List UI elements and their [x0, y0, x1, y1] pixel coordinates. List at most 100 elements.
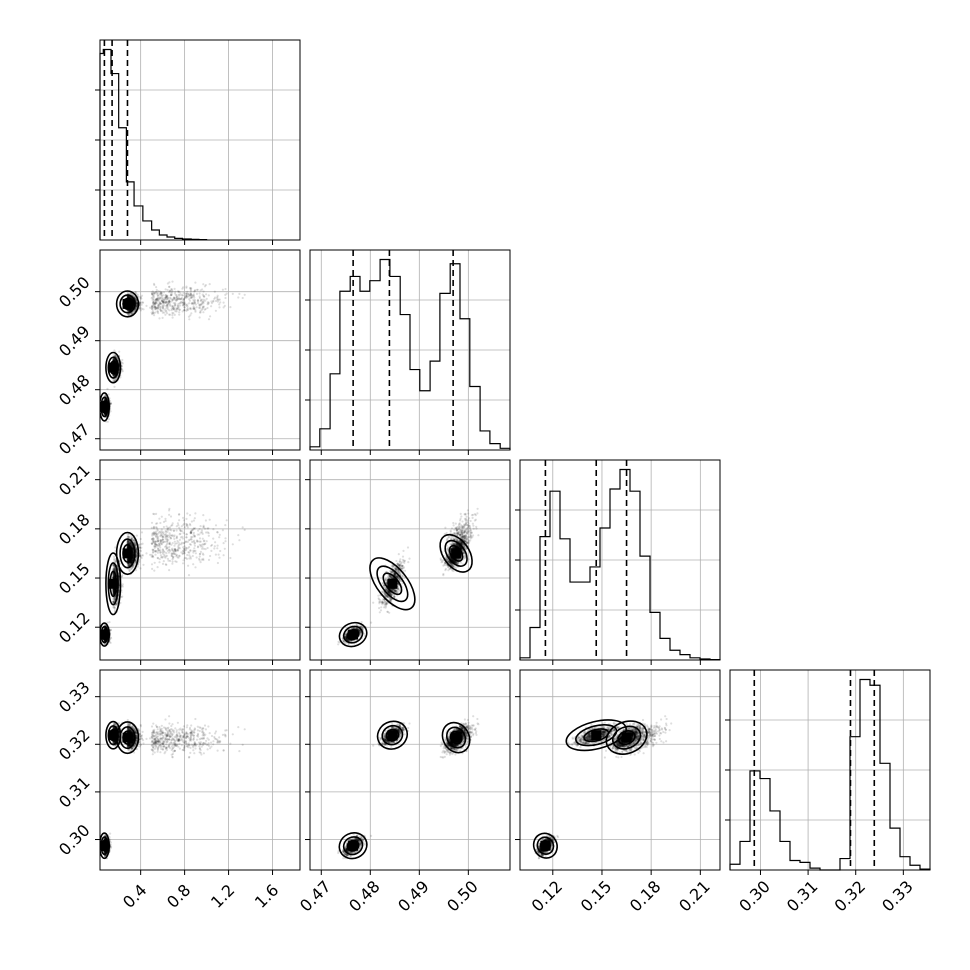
sample-point [156, 294, 159, 297]
sample-point [202, 525, 205, 529]
sample-point [160, 543, 163, 546]
sample-point [160, 295, 163, 298]
sample-point [194, 309, 197, 312]
sample-point [201, 301, 204, 304]
sample-point [158, 549, 161, 552]
sample-point [153, 291, 156, 294]
sample-point [153, 314, 156, 317]
sample-point [177, 290, 180, 293]
sample-point [129, 561, 132, 564]
sample-point [198, 303, 201, 306]
sample-point [171, 558, 174, 561]
sample-point [133, 539, 136, 542]
sample-point [187, 294, 190, 297]
sample-point [112, 358, 115, 362]
sample-point [175, 294, 178, 297]
sample-point [168, 296, 172, 299]
sample-point [157, 290, 160, 293]
sample-point [140, 301, 143, 304]
sample-point [138, 301, 142, 305]
sample-point [150, 563, 154, 566]
sample-point [128, 541, 131, 544]
sample-point [185, 292, 188, 295]
sample-point [177, 297, 180, 300]
sample-point [113, 374, 116, 377]
sample-point [177, 307, 180, 310]
sample-point [209, 315, 212, 318]
sample-point [162, 298, 165, 301]
sample-point [224, 296, 227, 300]
sample-point [170, 309, 173, 312]
sample-point [112, 588, 115, 591]
sample-point [197, 302, 200, 305]
sample-point [168, 536, 171, 539]
sample-point [189, 289, 193, 292]
sample-point [188, 298, 191, 301]
sample-point [199, 309, 202, 312]
sample-point [112, 588, 116, 592]
sample-point [161, 300, 165, 304]
sample-point [187, 292, 190, 296]
sample-point [201, 300, 204, 303]
sample-point [157, 532, 160, 535]
sample-point [165, 294, 168, 297]
sample-point [178, 290, 181, 293]
sample-point [119, 376, 122, 379]
sample-point [156, 307, 159, 310]
sample-point [128, 292, 132, 295]
sample-point [202, 543, 205, 546]
sample-point [126, 295, 129, 298]
sample-point [141, 542, 144, 545]
sample-point [121, 358, 124, 362]
sample-point [178, 528, 182, 531]
sample-point [193, 542, 196, 545]
sample-point [218, 303, 221, 306]
sample-point [171, 311, 174, 315]
sample-point [198, 311, 202, 314]
sample-point [159, 291, 162, 295]
sample-point [158, 303, 161, 306]
sample-point [186, 303, 189, 306]
sample-point [152, 301, 155, 304]
sample-point [155, 298, 158, 301]
sample-point [108, 621, 111, 624]
panel-frame [309, 249, 511, 451]
sample-point [161, 316, 164, 319]
sample-point [193, 300, 196, 303]
sample-point [169, 297, 173, 300]
sample-point [206, 303, 209, 306]
sample-point [168, 300, 171, 303]
sample-point [152, 539, 155, 542]
sample-point [178, 308, 181, 311]
sample-point [164, 297, 167, 300]
sample-point [153, 303, 156, 306]
sample-point [161, 538, 164, 541]
sample-point [156, 302, 159, 305]
sample-point [161, 555, 164, 558]
sample-point [112, 358, 115, 362]
sample-point [165, 554, 169, 557]
sample-point [135, 552, 138, 556]
sample-point [216, 294, 219, 297]
sample-point [194, 303, 197, 306]
sample-point [138, 307, 141, 310]
sample-point [112, 568, 115, 571]
sample-point [199, 545, 202, 548]
sample-point [112, 576, 115, 580]
sample-point [167, 300, 171, 303]
sample-point [173, 304, 176, 307]
sample-point [135, 302, 138, 305]
sample-point [134, 307, 137, 310]
sample-point [134, 544, 137, 547]
sample-point [132, 302, 135, 305]
sample-point [154, 540, 158, 543]
sample-point [171, 298, 174, 301]
sample-point [161, 306, 165, 309]
sample-point [156, 566, 159, 569]
sample-point [132, 549, 135, 552]
sample-point [182, 298, 185, 301]
sample-point [182, 302, 185, 305]
sample-point [186, 292, 189, 295]
sample-point [191, 294, 194, 297]
sample-point [113, 577, 116, 580]
